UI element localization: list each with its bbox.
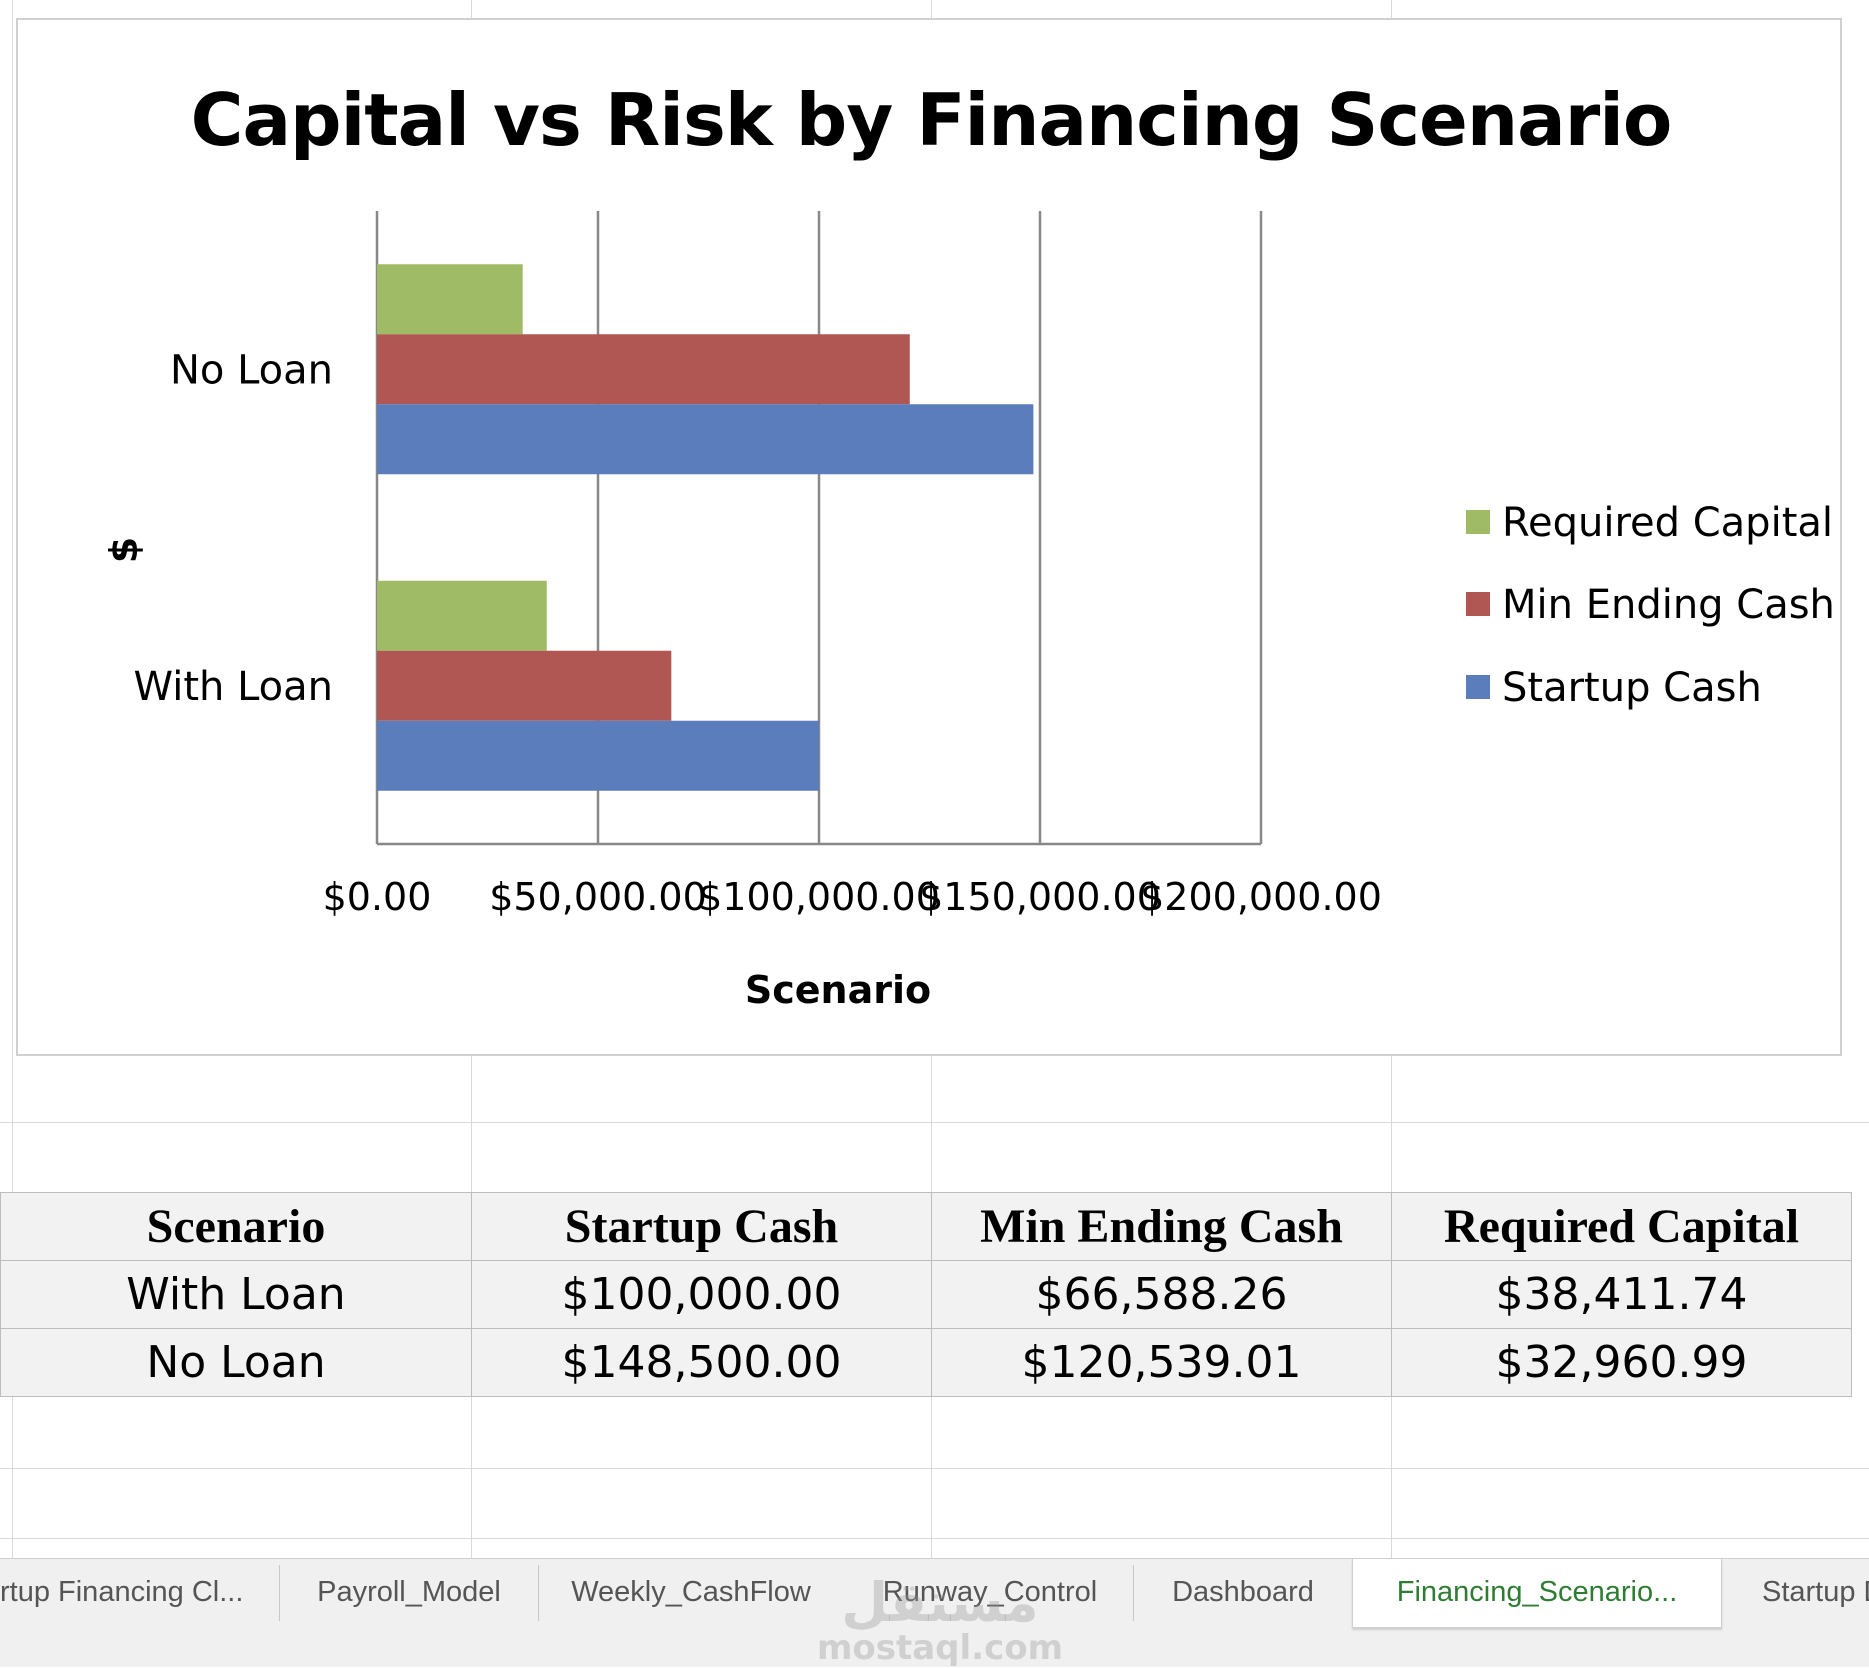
sheet-tab-runway-control[interactable]: Runway_Control [882,1576,1098,1608]
table-header-row: Scenario Startup Cash Min Ending Cash Re… [0,1192,1852,1261]
bar-chart: $0.00 $50,000.00$100,000.00$150,000.00$20… [134,211,1382,919]
sheet-tab-payroll-model[interactable]: Payroll_Model [317,1576,501,1608]
x-tick-label: $50,000.00 [489,875,707,919]
cell-required-capital[interactable]: $32,960.99 [1391,1328,1852,1397]
legend-swatch [1466,675,1490,699]
legend-item: Min Ending Cash [1466,582,1835,628]
bar-required-capital [377,264,523,335]
bar-startup-cash [377,720,819,791]
tab-divider [1133,1565,1134,1621]
legend-label: Startup Cash [1502,665,1762,711]
bar-required-capital [377,580,547,651]
legend-label: Required Capital [1502,500,1833,546]
legend-item: Required Capital [1466,500,1833,546]
y-category-label: With Loan [134,664,333,710]
sheet-tab-startup-d[interactable]: Startup D [1762,1576,1869,1608]
header-required-capital[interactable]: Required Capital [1391,1192,1852,1261]
legend-item: Startup Cash [1466,665,1762,711]
cell-min-ending-cash[interactable]: $120,539.01 [931,1328,1392,1397]
sheet-tab-weekly-cashflow[interactable]: Weekly_CashFlow [571,1576,811,1608]
legend-label: Min Ending Cash [1502,582,1835,628]
header-startup-cash[interactable]: Startup Cash [471,1192,932,1261]
header-scenario[interactable]: Scenario [0,1192,472,1261]
table-row: No Loan $148,500.00 $120,539.01 $32,960.… [0,1328,1852,1397]
cell-scenario[interactable]: No Loan [0,1328,472,1397]
cell-min-ending-cash[interactable]: $66,588.26 [931,1260,1392,1329]
chart-title: Capital vs Risk by Financing Scenario [190,78,1673,162]
legend-swatch [1466,592,1490,616]
table-row: With Loan $100,000.00 $66,588.26 $38,411… [0,1260,1852,1329]
header-min-ending-cash[interactable]: Min Ending Cash [931,1192,1392,1261]
cell-startup-cash[interactable]: $148,500.00 [471,1328,932,1397]
scenario-table: Scenario Startup Cash Min Ending Cash Re… [0,1192,1852,1397]
x-tick-label: $200,000.00 [1140,875,1382,919]
tab-divider [279,1565,280,1621]
sheet-tab-financing-scenarios[interactable]: Financing_Scenario... [1352,1559,1722,1628]
tab-divider [538,1565,539,1621]
chart-object[interactable]: $0.00 $50,000.00 $100,000.00 $150,000.00 $20… [16,18,1842,1056]
bar-min-ending-cash [377,334,910,405]
cell-startup-cash[interactable]: $100,000.00 [471,1260,932,1329]
y-axis-title: $ [102,536,146,564]
sheet-tab-dashboard[interactable]: Dashboard [1172,1576,1314,1608]
x-tick-label: $100,000.00 [698,875,940,919]
x-tick-label: $150,000.00 [919,875,1161,919]
legend-swatch [1466,510,1490,534]
x-axis-title: Scenario [744,968,932,1012]
bar-startup-cash [377,404,1034,475]
bar-min-ending-cash [377,650,672,721]
cell-scenario[interactable]: With Loan [0,1260,472,1329]
sheet-tab-bar: rtup Financing Cl... Payroll_Model Weekl… [0,1558,1869,1667]
y-category-label: No Loan [170,347,333,393]
sheet-tab-startup-financing[interactable]: rtup Financing Cl... [0,1576,244,1608]
cell-required-capital[interactable]: $38,411.74 [1391,1260,1852,1329]
x-tick-label: $0.00 [323,875,432,919]
